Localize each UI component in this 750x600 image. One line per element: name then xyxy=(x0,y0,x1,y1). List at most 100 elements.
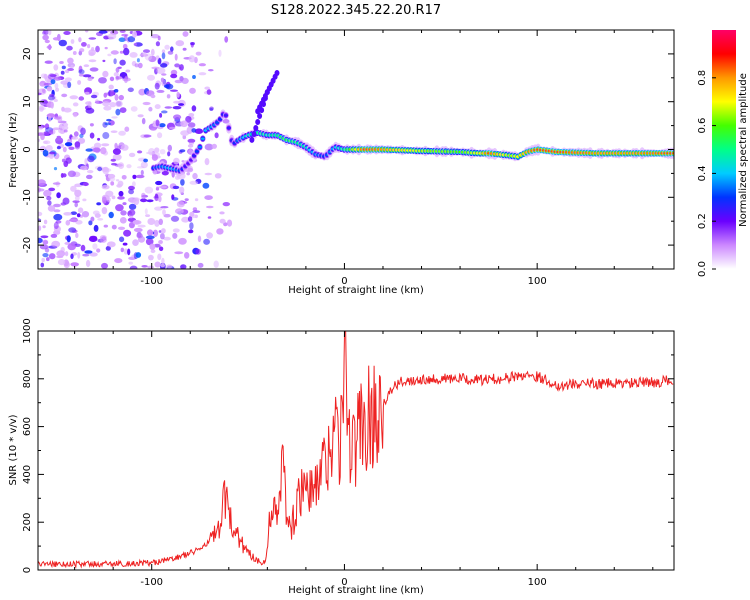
noise-speck xyxy=(206,232,214,239)
noise-speck xyxy=(53,209,61,213)
noise-speck xyxy=(172,228,180,233)
noise-speck xyxy=(47,115,52,122)
noise-speck xyxy=(119,107,127,113)
noise-speck xyxy=(204,158,210,166)
noise-speck xyxy=(53,221,59,230)
noise-speck xyxy=(118,37,126,42)
ridge-core xyxy=(200,137,205,140)
noise-speck xyxy=(82,198,87,202)
noise-speck xyxy=(129,52,138,58)
noise-speck xyxy=(101,207,108,215)
noise-speck xyxy=(147,265,155,269)
noise-speck xyxy=(102,70,109,78)
noise-speck xyxy=(88,52,95,57)
noise-speck xyxy=(188,142,194,145)
noise-speck xyxy=(38,225,42,231)
noise-speck xyxy=(174,63,181,68)
noise-speck xyxy=(174,251,184,255)
noise-speck xyxy=(56,250,66,257)
noise-speck xyxy=(119,50,124,54)
noise-speck xyxy=(135,252,142,258)
noise-speck xyxy=(179,149,186,153)
noise-speck xyxy=(82,253,90,257)
noise-speck xyxy=(204,172,213,176)
noise-speck xyxy=(186,126,193,134)
noise-speck xyxy=(102,132,110,139)
noise-speck xyxy=(170,215,180,222)
noise-speck xyxy=(73,112,78,118)
noise-speck xyxy=(142,52,147,56)
noise-speck xyxy=(111,195,116,200)
noise-speck xyxy=(207,216,212,219)
noise-speck xyxy=(192,172,198,180)
noise-speck xyxy=(63,107,72,113)
noise-speck xyxy=(111,116,118,119)
noise-speck xyxy=(203,238,211,245)
noise-speck xyxy=(122,242,128,246)
noise-speck xyxy=(138,88,146,96)
noise-speck xyxy=(211,143,217,149)
noise-speck xyxy=(70,253,74,260)
noise-speck xyxy=(146,151,154,155)
noise-speck xyxy=(222,119,230,124)
noise-speck xyxy=(104,46,108,50)
noise-speck xyxy=(110,158,117,162)
noise-speck xyxy=(118,190,124,197)
noise-speck xyxy=(89,123,94,127)
noise-speck xyxy=(150,94,156,99)
noise-speck xyxy=(118,130,126,136)
noise-speck xyxy=(53,203,61,208)
noise-speck xyxy=(107,53,112,57)
noise-speck xyxy=(77,137,86,144)
noise-speck xyxy=(132,174,137,179)
noise-speck xyxy=(53,76,62,81)
noise-speck xyxy=(108,177,116,182)
noise-speck xyxy=(120,144,129,151)
noise-speck xyxy=(185,115,192,123)
noise-speck xyxy=(109,76,115,82)
noise-speck xyxy=(179,186,185,194)
noise-speck xyxy=(147,229,154,236)
x-tick-label: 0 xyxy=(341,577,347,588)
noise-speck xyxy=(100,147,107,155)
noise-speck xyxy=(42,253,49,258)
noise-speck xyxy=(130,106,138,112)
noise-speck xyxy=(143,134,152,138)
noise-speck xyxy=(116,183,123,188)
colorbar-scale xyxy=(712,30,736,269)
noise-speck xyxy=(103,224,109,228)
noise-speck xyxy=(187,216,193,222)
noise-speck xyxy=(85,148,93,152)
noise-speck xyxy=(77,252,81,259)
noise-speck xyxy=(48,95,55,101)
noise-speck xyxy=(174,79,183,84)
noise-speck xyxy=(123,229,132,237)
noise-speck xyxy=(127,248,131,256)
noise-speck xyxy=(156,89,165,93)
noise-speck xyxy=(70,262,79,267)
noise-speck xyxy=(166,264,173,269)
noise-speck xyxy=(187,122,196,128)
noise-speck xyxy=(150,128,157,131)
noise-speck xyxy=(168,126,176,130)
noise-speck xyxy=(78,73,84,77)
noise-speck xyxy=(133,42,137,46)
noise-speck xyxy=(159,113,163,118)
noise-speck xyxy=(87,170,94,174)
noise-speck xyxy=(88,37,97,40)
noise-speck xyxy=(136,233,143,239)
noise-speck xyxy=(52,127,61,131)
noise-speck xyxy=(124,126,130,132)
noise-speck xyxy=(219,211,225,215)
noise-speck xyxy=(56,192,61,199)
noise-speck xyxy=(170,73,178,79)
noise-speck xyxy=(206,205,214,209)
noise-speck xyxy=(90,94,98,99)
noise-speck xyxy=(106,118,112,122)
noise-speck xyxy=(155,55,160,60)
noise-speck xyxy=(61,65,66,70)
noise-speck xyxy=(182,47,187,51)
noise-speck xyxy=(126,164,132,169)
noise-speck xyxy=(127,87,134,93)
noise-speck xyxy=(206,89,212,95)
